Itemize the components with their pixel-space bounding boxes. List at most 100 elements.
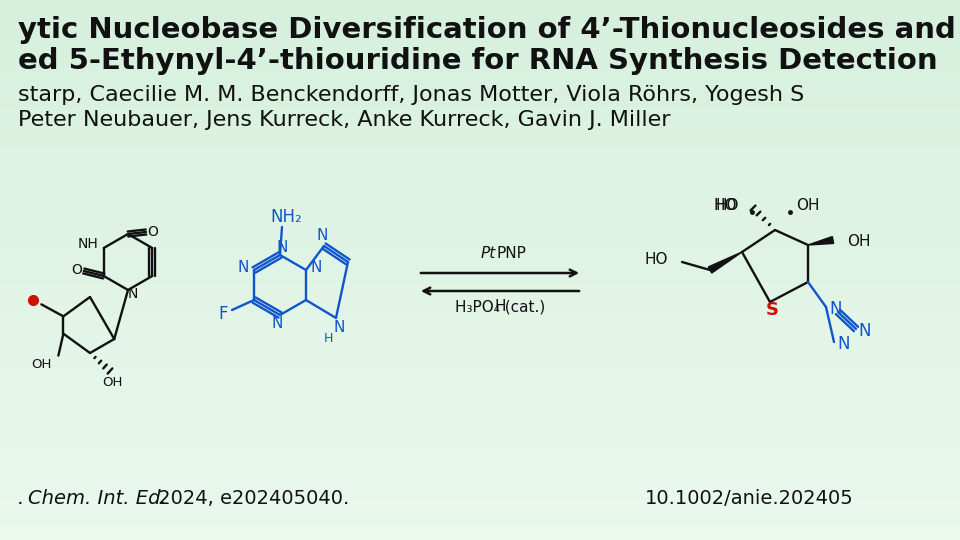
- Bar: [0, 420, 960, 424]
- Bar: [0, 220, 960, 224]
- Text: ed 5-Ethynyl-4’-thiouridine for RNA Synthesis Detection: ed 5-Ethynyl-4’-thiouridine for RNA Synt…: [18, 47, 938, 75]
- Bar: [0, 12, 960, 16]
- Bar: [0, 80, 960, 84]
- Bar: [0, 112, 960, 116]
- Text: HO: HO: [713, 198, 736, 213]
- Bar: [0, 115, 960, 119]
- Polygon shape: [708, 252, 742, 273]
- Bar: [0, 166, 960, 170]
- Bar: [0, 520, 960, 524]
- Bar: [0, 142, 960, 146]
- Bar: [0, 245, 960, 248]
- Bar: [0, 355, 960, 359]
- Bar: [0, 393, 960, 397]
- Bar: [0, 436, 960, 440]
- Bar: [0, 258, 960, 262]
- Bar: [0, 320, 960, 324]
- Bar: [0, 415, 960, 419]
- Bar: [0, 237, 960, 240]
- Text: OH: OH: [796, 198, 820, 213]
- Bar: [0, 247, 960, 251]
- Bar: [0, 134, 960, 138]
- Text: F: F: [218, 305, 228, 323]
- Bar: [0, 469, 960, 472]
- Bar: [0, 531, 960, 535]
- Bar: [0, 326, 960, 329]
- Bar: [0, 34, 960, 38]
- Bar: [0, 404, 960, 408]
- Bar: [0, 199, 960, 202]
- Bar: [0, 23, 960, 27]
- Bar: [0, 107, 960, 111]
- Bar: [0, 164, 960, 167]
- Bar: [0, 372, 960, 375]
- Bar: [0, 280, 960, 284]
- Bar: [0, 191, 960, 194]
- Bar: [0, 129, 960, 132]
- Text: Chem. Int. Ed.: Chem. Int. Ed.: [28, 489, 167, 508]
- Bar: [0, 350, 960, 354]
- Bar: [0, 204, 960, 208]
- Bar: [0, 309, 960, 313]
- Bar: [0, 409, 960, 413]
- Bar: [0, 161, 960, 165]
- Text: starp, Caecilie M. M. Benckendorff, Jonas Motter, Viola Röhrs, Yogesh S: starp, Caecilie M. M. Benckendorff, Jona…: [18, 85, 804, 105]
- Bar: [0, 123, 960, 127]
- Bar: [0, 345, 960, 348]
- Bar: [0, 282, 960, 286]
- Bar: [0, 50, 960, 54]
- Bar: [0, 312, 960, 316]
- Bar: [0, 331, 960, 335]
- Bar: [0, 177, 960, 181]
- Text: 10.1002/anie.202405: 10.1002/anie.202405: [645, 489, 853, 508]
- Bar: [0, 7, 960, 11]
- Bar: [0, 145, 960, 148]
- Bar: [0, 2, 960, 5]
- Bar: [0, 399, 960, 402]
- Bar: [0, 274, 960, 278]
- Bar: [0, 58, 960, 62]
- Bar: [0, 223, 960, 227]
- Text: OH: OH: [31, 358, 52, 371]
- Bar: [0, 147, 960, 151]
- Bar: [0, 417, 960, 421]
- Text: S: S: [765, 301, 779, 319]
- Bar: [0, 388, 960, 392]
- Text: .: .: [18, 489, 31, 508]
- Bar: [0, 88, 960, 92]
- Bar: [0, 228, 960, 232]
- Bar: [0, 180, 960, 184]
- Bar: [0, 323, 960, 327]
- Bar: [0, 504, 960, 508]
- Bar: [0, 42, 960, 46]
- Bar: [0, 461, 960, 464]
- Bar: [0, 507, 960, 510]
- Bar: [0, 183, 960, 186]
- Bar: [0, 496, 960, 500]
- Text: N: N: [310, 260, 322, 275]
- Bar: [0, 77, 960, 81]
- Bar: [0, 447, 960, 451]
- Bar: [0, 93, 960, 97]
- Bar: [0, 366, 960, 370]
- Text: O: O: [71, 263, 83, 277]
- Bar: [0, 385, 960, 389]
- Bar: [0, 99, 960, 103]
- Bar: [0, 291, 960, 294]
- Bar: [0, 453, 960, 456]
- Bar: [0, 66, 960, 70]
- Text: NH: NH: [78, 237, 98, 251]
- Bar: [0, 39, 960, 43]
- Bar: [0, 450, 960, 454]
- Bar: [0, 172, 960, 176]
- Bar: [0, 56, 960, 59]
- Text: N: N: [272, 315, 282, 330]
- Bar: [0, 0, 960, 3]
- Bar: [0, 37, 960, 40]
- Bar: [0, 358, 960, 362]
- Bar: [0, 215, 960, 219]
- Bar: [0, 361, 960, 365]
- Bar: [0, 347, 960, 351]
- Bar: [0, 301, 960, 305]
- Bar: [0, 471, 960, 475]
